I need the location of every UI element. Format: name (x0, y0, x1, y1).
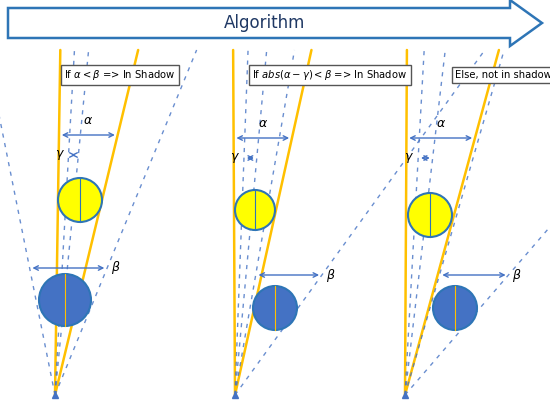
Circle shape (433, 286, 477, 330)
Text: $\alpha$: $\alpha$ (436, 117, 446, 130)
Text: $\gamma$: $\gamma$ (230, 151, 240, 165)
Text: $\beta$: $\beta$ (111, 260, 121, 276)
Text: $\beta$: $\beta$ (513, 267, 522, 283)
Circle shape (39, 274, 91, 326)
Circle shape (58, 178, 102, 222)
Text: If $abs(\alpha - \gamma) < \beta$ => In Shadow: If $abs(\alpha - \gamma) < \beta$ => In … (252, 68, 408, 82)
Circle shape (408, 193, 452, 237)
Circle shape (253, 286, 297, 330)
Text: $\gamma$: $\gamma$ (54, 148, 64, 162)
Text: If $\alpha < \beta$ => In Shadow: If $\alpha < \beta$ => In Shadow (64, 68, 176, 82)
Circle shape (235, 190, 275, 230)
Text: $\alpha$: $\alpha$ (83, 114, 94, 127)
Text: Algorithm: Algorithm (224, 14, 306, 32)
Text: $\gamma$: $\gamma$ (404, 151, 414, 165)
Text: $\beta$: $\beta$ (326, 267, 336, 283)
Text: $\alpha$: $\alpha$ (258, 117, 268, 130)
Text: Else, not in shadow: Else, not in shadow (455, 70, 550, 80)
Polygon shape (8, 0, 542, 46)
